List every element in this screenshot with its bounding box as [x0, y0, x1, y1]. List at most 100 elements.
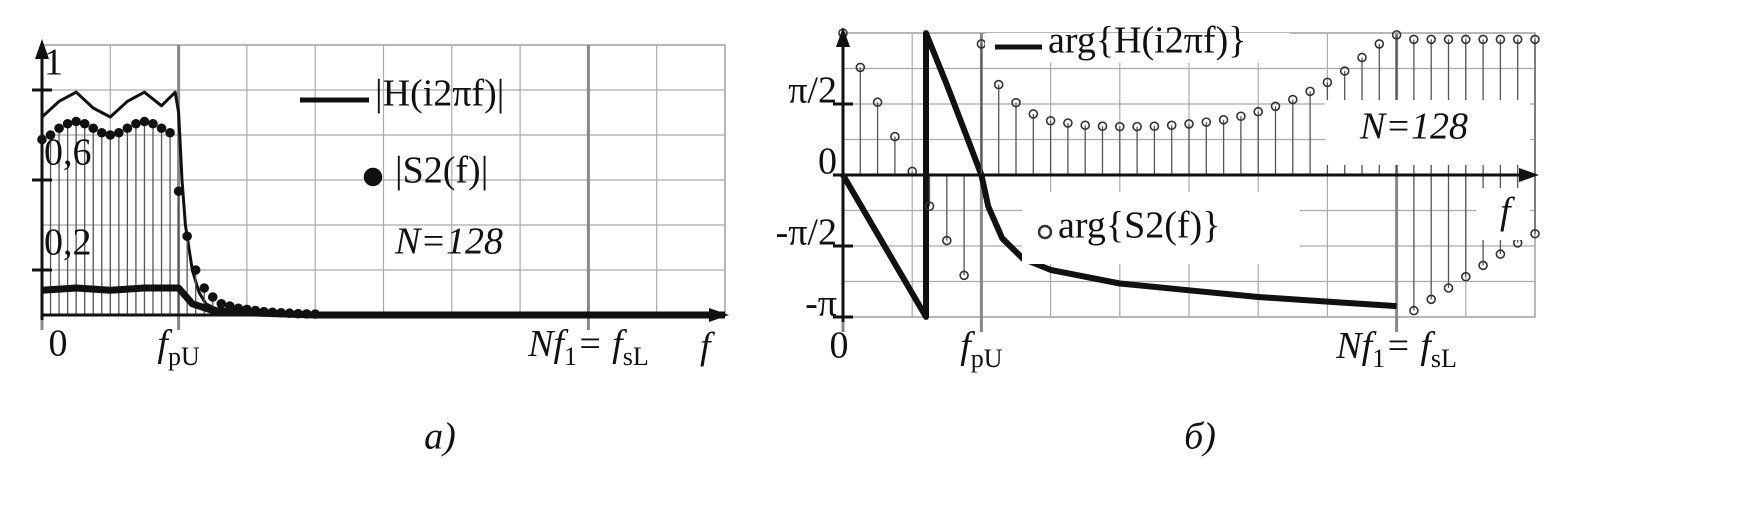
data-point [45, 130, 56, 140]
x-tick-label: 0 [49, 323, 68, 365]
data-point [993, 79, 1004, 90]
legend-label: arg{H(i2πf)} [1048, 20, 1246, 62]
data-point [1426, 294, 1436, 305]
tick-label-part: = f [577, 323, 627, 365]
x-axis-label: f [700, 326, 715, 368]
data-point [1288, 94, 1298, 105]
caption: а) [424, 416, 456, 458]
data-point [165, 127, 175, 138]
data-point [105, 130, 116, 140]
legend-label: arg{S2(f)} [1058, 205, 1220, 247]
x-tick-label: Nf1= fsL [527, 323, 649, 371]
data-point [1409, 305, 1419, 316]
data-point [79, 118, 90, 129]
data-point [1478, 260, 1488, 271]
data-point [1512, 34, 1523, 45]
data-point [173, 186, 184, 197]
x-axis-arrow [709, 308, 729, 322]
legend-marker [363, 167, 383, 187]
data-point [54, 123, 64, 134]
data-point [1218, 115, 1229, 125]
data-point [1357, 52, 1367, 63]
annotation: N=128 [1359, 106, 1468, 148]
data-point [1201, 117, 1212, 127]
data-point [1270, 101, 1281, 112]
data-point [855, 62, 866, 73]
tick-label-part: Nf [1335, 325, 1376, 367]
data-point [924, 201, 935, 211]
data-point [1443, 34, 1454, 45]
data-point [1426, 34, 1436, 45]
data-point [139, 116, 150, 127]
data-point [941, 235, 952, 246]
data-point [1028, 109, 1039, 119]
data-point [1461, 34, 1471, 45]
data-point [122, 123, 133, 134]
data-point [131, 118, 141, 129]
data-point [1305, 86, 1315, 97]
data-point [207, 292, 218, 302]
series-line [840, 30, 1397, 320]
data-point [148, 118, 158, 129]
x-tick-label: 0 [830, 325, 849, 367]
tick-label-part: sL [1431, 344, 1457, 373]
tick-label-part: pU [168, 342, 200, 371]
x-axis-arrow [1519, 168, 1539, 182]
tick-label-part: pU [971, 344, 1003, 373]
data-point [1253, 106, 1263, 117]
data-point [1149, 121, 1160, 131]
legend-label: |H(i2πf)| [375, 73, 504, 115]
label-box [1476, 188, 1530, 240]
data-point [156, 123, 167, 134]
label-box [1325, 100, 1530, 165]
data-point [1063, 118, 1073, 128]
data-point [88, 123, 99, 134]
data-point [1495, 34, 1506, 45]
data-point [1115, 121, 1125, 132]
y-tick-label: -π/2 [776, 212, 837, 254]
y-tick-label: 0,2 [44, 222, 92, 264]
data-point [1045, 115, 1056, 126]
label-box [1022, 192, 1300, 264]
caption: б) [1184, 416, 1216, 458]
data-point [1339, 66, 1350, 76]
y-tick-label: 1 [44, 42, 63, 84]
data-point [872, 97, 883, 108]
data-point [114, 127, 124, 138]
data-point [71, 116, 81, 127]
data-point [1374, 39, 1385, 49]
data-point [199, 283, 210, 293]
y-tick-label: 0,6 [44, 132, 92, 174]
data-point [1530, 228, 1540, 239]
tick-label-part: 1 [1372, 344, 1385, 373]
y-tick-label: π/2 [788, 70, 837, 112]
data-point [1478, 34, 1488, 45]
data-point [1495, 249, 1506, 259]
data-point [1409, 34, 1419, 45]
data-point [1011, 97, 1021, 108]
data-point [1080, 120, 1090, 131]
tick-label-part: sL [623, 342, 649, 371]
data-point [62, 118, 73, 129]
data-point [1461, 271, 1471, 282]
data-point [1236, 111, 1246, 122]
tick-label-part: = f [1385, 325, 1435, 367]
y-tick-label: 0 [818, 141, 837, 183]
tick-label-part: Nf [527, 323, 568, 365]
tick-label-part: 1 [564, 342, 577, 371]
legend-label: |S2(f)| [395, 150, 488, 192]
y-tick-label: -π [805, 283, 837, 325]
data-point [1184, 119, 1194, 129]
data-point [890, 131, 900, 142]
data-point [96, 127, 107, 138]
x-tick-label: Nf1= fsL [1335, 325, 1457, 373]
data-point [190, 265, 201, 275]
y-axis-arrow [35, 39, 49, 59]
y-axis-arrow [836, 27, 850, 47]
data-point [216, 298, 227, 309]
data-point [182, 231, 192, 242]
data-point [1132, 121, 1142, 132]
data-point [1166, 120, 1177, 131]
